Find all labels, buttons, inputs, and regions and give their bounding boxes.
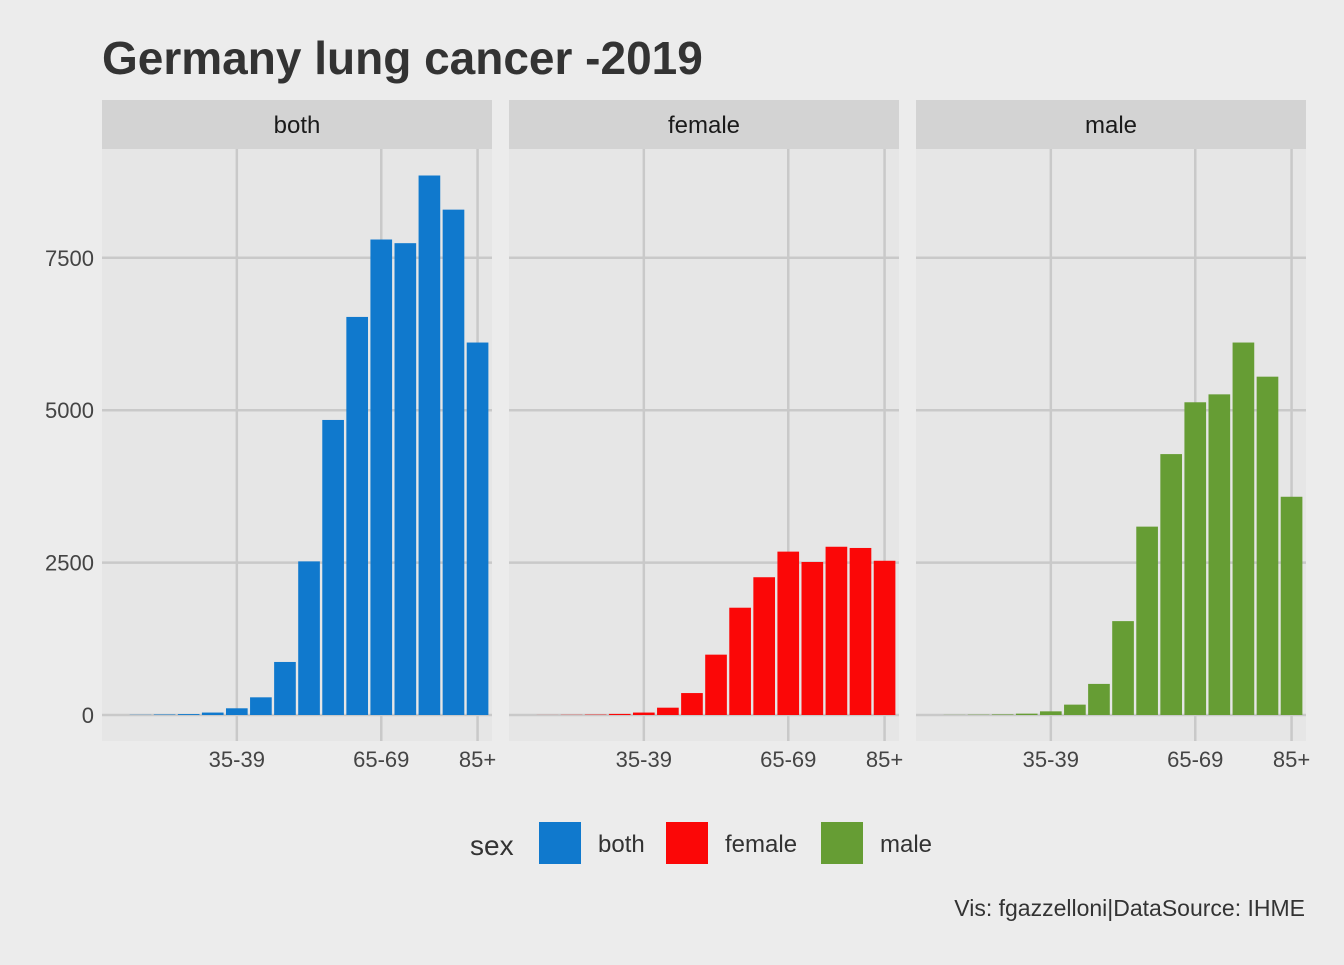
bar-male-25-29 bbox=[992, 714, 1014, 715]
bar-male-65-69 bbox=[1184, 402, 1206, 715]
x-tick-label: 35-39 bbox=[209, 747, 265, 772]
bar-both-30-34 bbox=[202, 713, 224, 715]
bar-both-60-64 bbox=[346, 317, 368, 715]
facet-strip-label: female bbox=[668, 112, 740, 139]
legend: sex both female male bbox=[470, 822, 932, 864]
bar-female-60-64 bbox=[753, 577, 775, 715]
bar-both-45-49 bbox=[274, 662, 296, 715]
x-tick-label: 85+ bbox=[866, 747, 903, 772]
x-tick-label: 65-69 bbox=[353, 747, 409, 772]
bar-both-80-84 bbox=[443, 210, 465, 715]
panel-male: male 35-39 65-69 85+ bbox=[916, 100, 1310, 772]
panel-female: female 35-39 65-69 85+ bbox=[509, 100, 903, 772]
bar-both-40-44 bbox=[250, 697, 272, 715]
bar-female-45-49 bbox=[681, 693, 703, 715]
bar-both-65-69 bbox=[370, 240, 392, 715]
legend-title: sex bbox=[470, 830, 514, 861]
bar-female-30-34 bbox=[609, 714, 631, 715]
bar-male-30-34 bbox=[1016, 714, 1038, 715]
facet-strip-label: both bbox=[274, 112, 321, 139]
x-tick-label: 35-39 bbox=[1023, 747, 1079, 772]
bar-female-55-59 bbox=[729, 608, 751, 715]
bar-male-45-49 bbox=[1088, 684, 1110, 715]
bar-both-50-54 bbox=[298, 561, 320, 715]
x-tick-label: 85+ bbox=[459, 747, 496, 772]
x-tick-label: 65-69 bbox=[1167, 747, 1223, 772]
bar-female-50-54 bbox=[705, 655, 727, 715]
y-tick-label: 5000 bbox=[45, 398, 94, 423]
bar-male-35-39 bbox=[1040, 711, 1062, 715]
bar-male-55-59 bbox=[1136, 527, 1158, 715]
caption: Vis: fgazzelloni|DataSource: IHME bbox=[954, 895, 1305, 921]
bar-both-25-29 bbox=[178, 714, 200, 715]
bar-female-40-44 bbox=[657, 708, 679, 715]
legend-label-female: female bbox=[725, 831, 797, 858]
bar-female-85+ bbox=[874, 561, 896, 715]
bar-female-80-84 bbox=[850, 548, 872, 715]
bar-female-70-74 bbox=[802, 562, 824, 715]
bar-both-75-79 bbox=[419, 176, 441, 715]
bar-male-85+ bbox=[1281, 497, 1303, 715]
bar-both-70-74 bbox=[395, 243, 417, 715]
y-tick-label: 0 bbox=[82, 703, 94, 728]
y-tick-label: 2500 bbox=[45, 551, 94, 576]
bar-male-60-64 bbox=[1160, 454, 1182, 715]
legend-key-female bbox=[666, 822, 708, 864]
x-tick-label: 35-39 bbox=[616, 747, 672, 772]
bar-female-35-39 bbox=[633, 713, 655, 715]
x-tick-label: 65-69 bbox=[760, 747, 816, 772]
bar-both-55-59 bbox=[322, 420, 344, 715]
legend-key-male bbox=[821, 822, 863, 864]
legend-label-both: both bbox=[598, 831, 645, 858]
bar-both-85+ bbox=[467, 343, 489, 715]
bar-female-65-69 bbox=[777, 552, 799, 715]
bar-both-35-39 bbox=[226, 708, 248, 715]
bar-male-75-79 bbox=[1233, 343, 1255, 715]
bar-male-50-54 bbox=[1112, 621, 1134, 715]
bar-male-40-44 bbox=[1064, 705, 1086, 715]
panel-both: both 35-39 65-69 85+ bbox=[102, 100, 496, 772]
bar-male-80-84 bbox=[1257, 377, 1279, 715]
facet-strip-label: male bbox=[1085, 112, 1137, 139]
x-tick-label: 85+ bbox=[1273, 747, 1310, 772]
bar-male-70-74 bbox=[1209, 394, 1231, 715]
bar-female-75-79 bbox=[826, 547, 848, 715]
chart-title: Germany lung cancer -2019 bbox=[102, 32, 703, 84]
legend-key-both bbox=[539, 822, 581, 864]
y-tick-label: 7500 bbox=[45, 246, 94, 271]
legend-label-male: male bbox=[880, 831, 932, 858]
